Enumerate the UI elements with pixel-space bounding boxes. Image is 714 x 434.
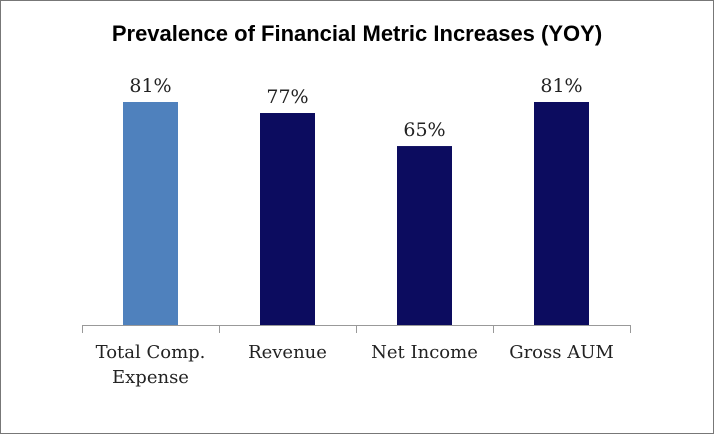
value-label: 77%	[266, 86, 308, 108]
x-tick-label: Gross AUM	[509, 342, 614, 363]
value-label: 81%	[129, 75, 171, 97]
value-label: 65%	[403, 119, 445, 141]
bar	[397, 146, 452, 325]
x-tick-label: Net Income	[371, 342, 478, 363]
bar	[123, 102, 178, 325]
bar	[260, 113, 315, 325]
bar	[534, 102, 589, 325]
value-label: 81%	[540, 75, 582, 97]
x-tick-label: Total Comp. Expense	[95, 342, 206, 388]
chart-title: Prevalence of Financial Metric Increases…	[112, 21, 602, 46]
x-tick-label: Revenue	[248, 342, 327, 363]
